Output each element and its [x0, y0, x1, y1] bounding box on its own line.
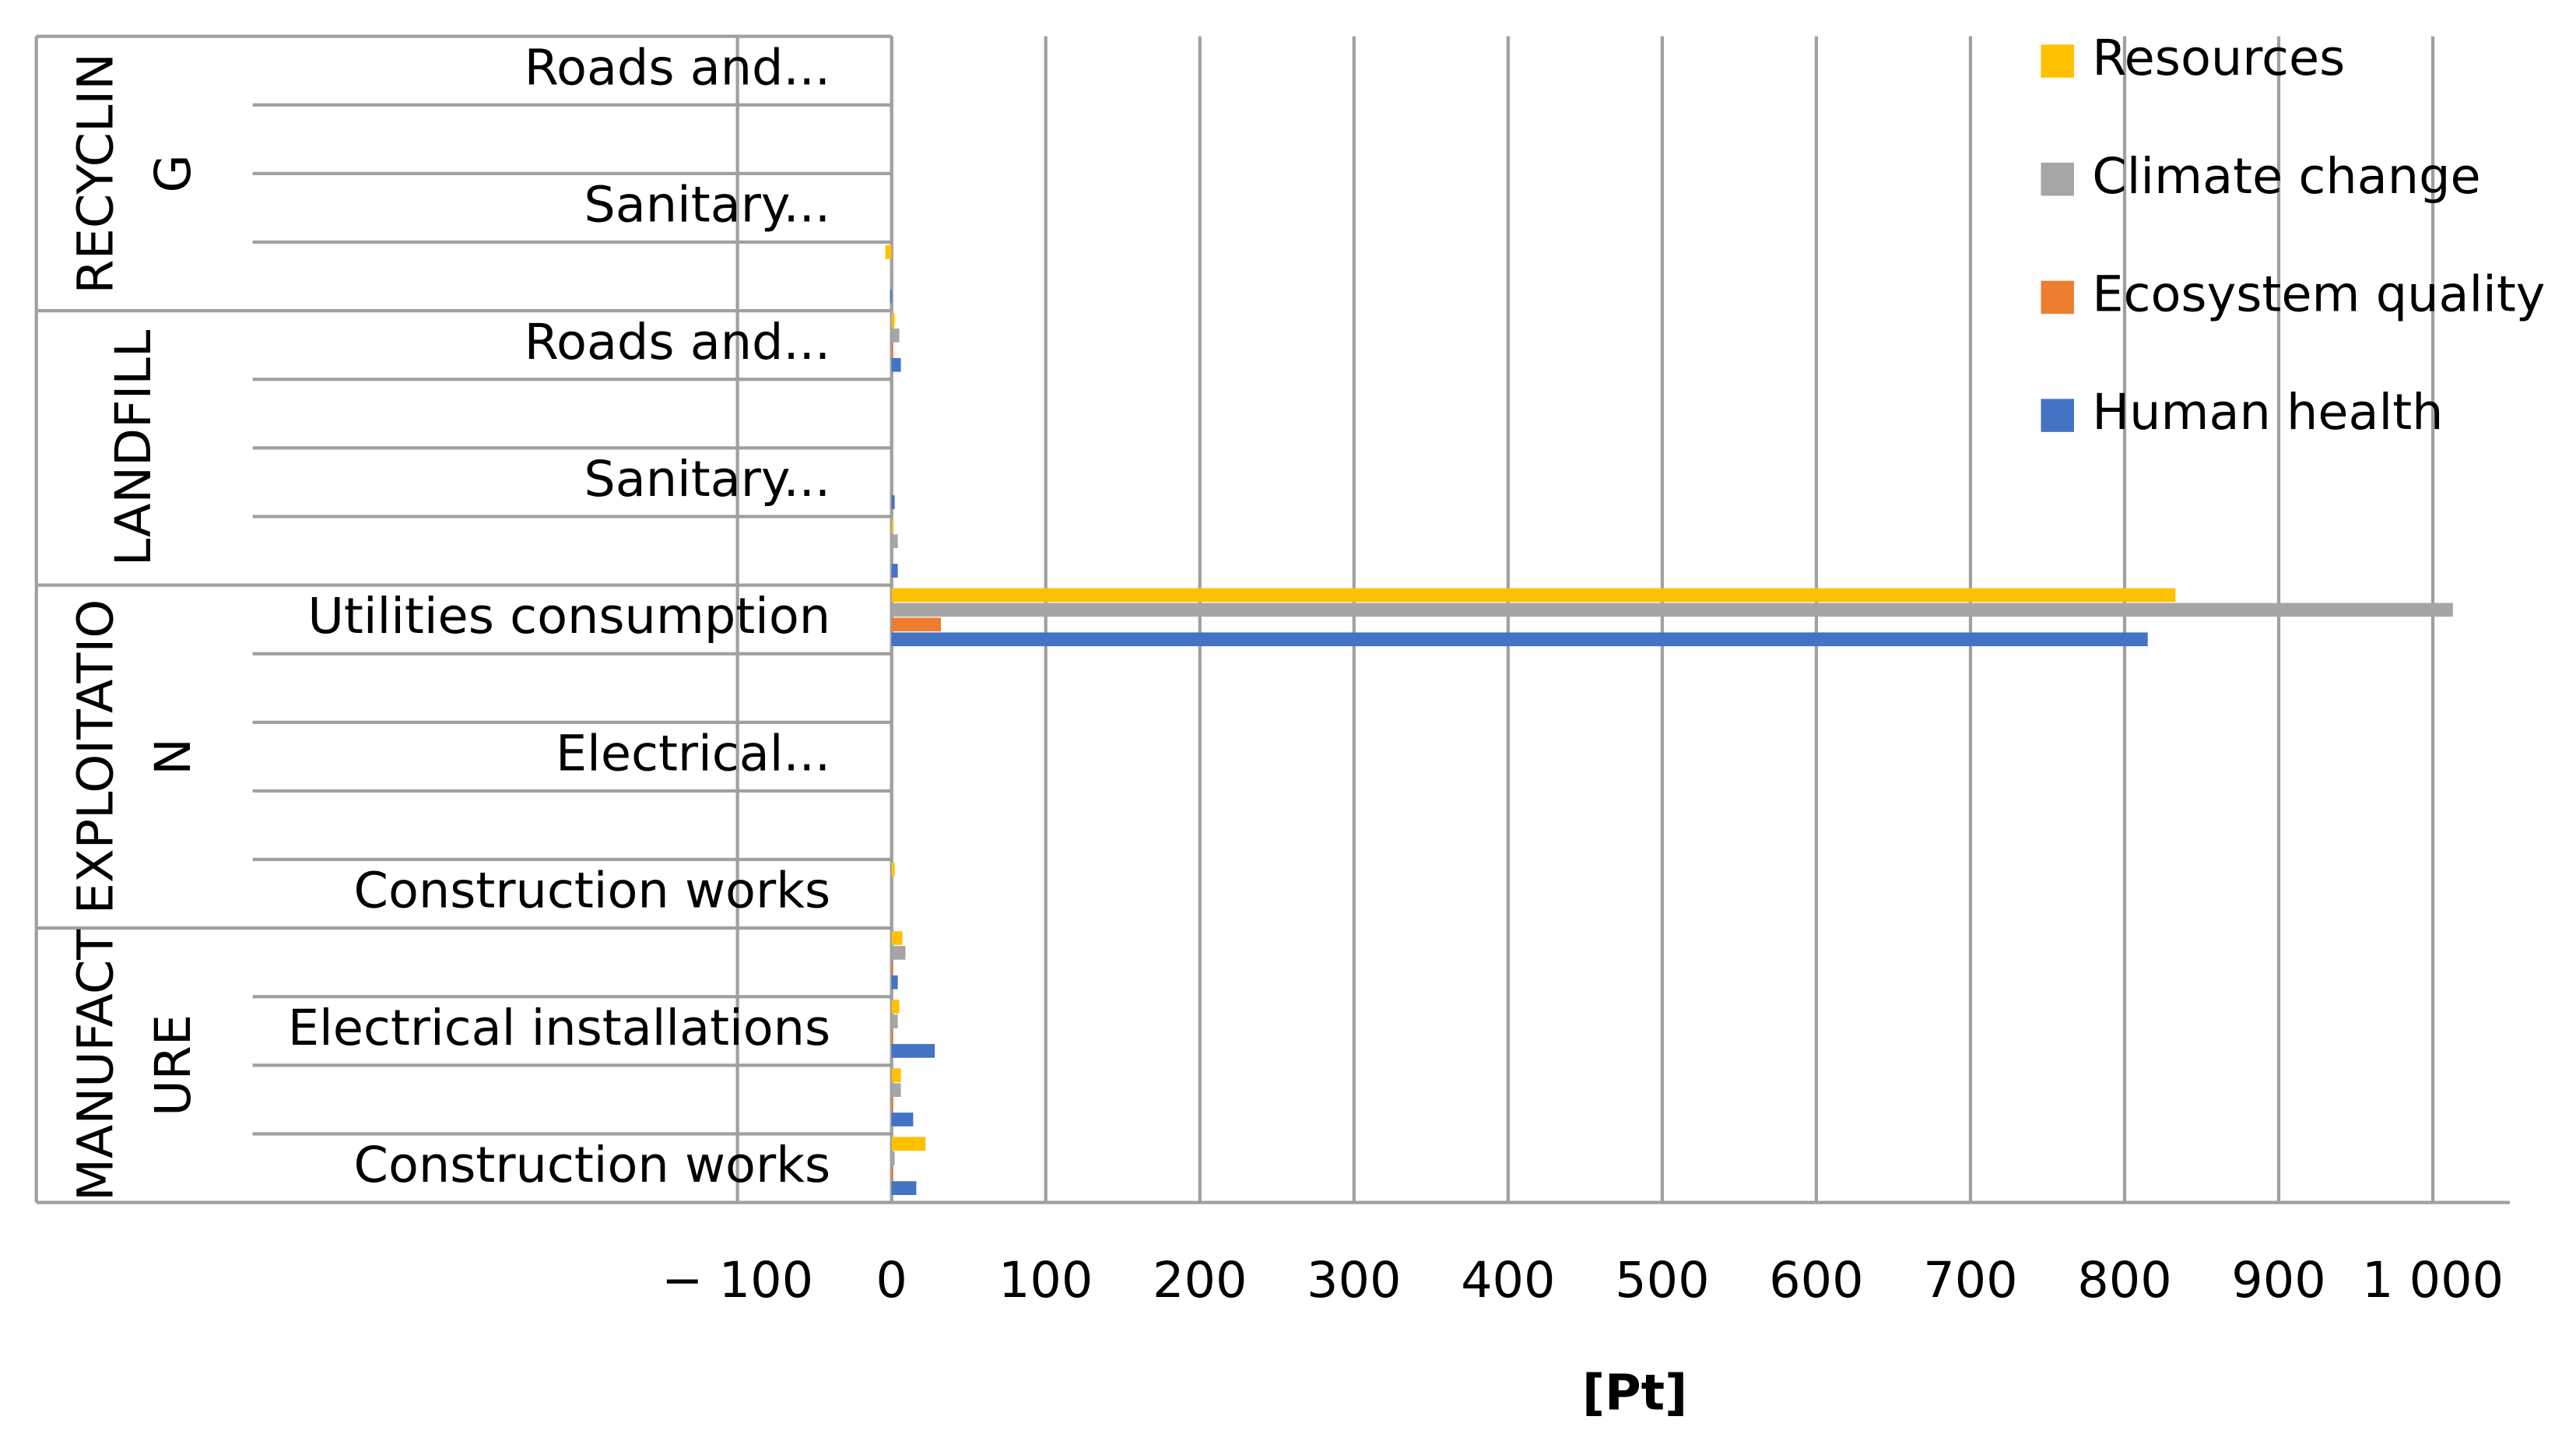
bar: [891, 1044, 935, 1058]
bar: [891, 1014, 898, 1028]
category-label: Construction works: [354, 1137, 831, 1194]
group-label-box: EXPLOITATION: [68, 599, 202, 915]
x-tick-label: 800: [2077, 1252, 2171, 1309]
bar: [890, 289, 892, 304]
bar: [891, 617, 942, 632]
group-label: MANUFACTURE: [68, 929, 202, 1201]
x-tick-label: 600: [1769, 1252, 1863, 1309]
bar: [891, 357, 901, 372]
legend-label: Human health: [2092, 384, 2443, 441]
bar: [891, 329, 900, 343]
bar: [891, 1000, 900, 1014]
x-tick-label: 700: [1923, 1252, 2017, 1309]
x-tick-label: 200: [1153, 1252, 1247, 1309]
category-label: Sanitary...: [584, 177, 830, 234]
x-tick-label: 1 000: [2362, 1252, 2504, 1309]
bar: [891, 946, 906, 960]
bar: [891, 961, 893, 975]
group-label-box: LANDFILL: [106, 329, 164, 567]
bar: [891, 343, 893, 357]
bar: [890, 259, 892, 274]
legend-label: Climate change: [2092, 148, 2480, 206]
x-tick-label: − 100: [662, 1252, 813, 1309]
category-label: Roads and...: [525, 39, 830, 97]
x-tick-label: 900: [2231, 1252, 2325, 1309]
x-axis-title: [Pt]: [1582, 1364, 1687, 1422]
bar: [891, 632, 2148, 647]
legend-swatch: [2041, 399, 2074, 432]
bar: [891, 534, 898, 549]
bar: [891, 495, 895, 509]
bar: [891, 564, 898, 578]
bar: [885, 244, 892, 259]
bar: [891, 1137, 926, 1151]
bar: [891, 519, 893, 534]
x-tick-label: 500: [1615, 1252, 1709, 1309]
bar: [891, 1098, 893, 1112]
bar: [891, 1029, 893, 1043]
bar: [891, 1112, 914, 1126]
bar: [891, 1181, 917, 1195]
bar: [891, 603, 2453, 617]
group-label: RECYCLING: [68, 53, 202, 294]
bar: [891, 588, 2176, 603]
legend-label: Resources: [2092, 30, 2345, 87]
group-label: LANDFILL: [106, 329, 164, 567]
bar: [891, 1166, 893, 1181]
category-label: Utilities consumption: [307, 588, 830, 645]
x-tick-label: 400: [1461, 1252, 1555, 1309]
legend-swatch: [2041, 280, 2074, 315]
group-label-box: RECYCLING: [68, 53, 202, 294]
group-label-box: MANUFACTURE: [68, 929, 202, 1201]
bar: [891, 314, 895, 328]
category-label: Construction works: [354, 863, 831, 920]
x-tick-label: 300: [1307, 1252, 1401, 1309]
legend-swatch: [2041, 162, 2074, 196]
bar: [891, 863, 895, 877]
category-label: Electrical installations: [288, 1000, 830, 1057]
x-tick-label: 0: [876, 1252, 907, 1309]
bar: [891, 1151, 895, 1166]
category-label: Electrical...: [556, 725, 830, 782]
bar: [891, 931, 903, 945]
bar: [891, 1083, 901, 1097]
legend-swatch: [2041, 44, 2074, 78]
category-label: Roads and...: [525, 314, 830, 371]
bar: [891, 1068, 901, 1083]
group-label: EXPLOITATION: [68, 599, 202, 915]
legend-label: Ecosystem quality: [2092, 265, 2545, 323]
bar: [891, 975, 898, 989]
category-label: Sanitary...: [584, 451, 830, 508]
x-tick-label: 100: [998, 1252, 1093, 1309]
